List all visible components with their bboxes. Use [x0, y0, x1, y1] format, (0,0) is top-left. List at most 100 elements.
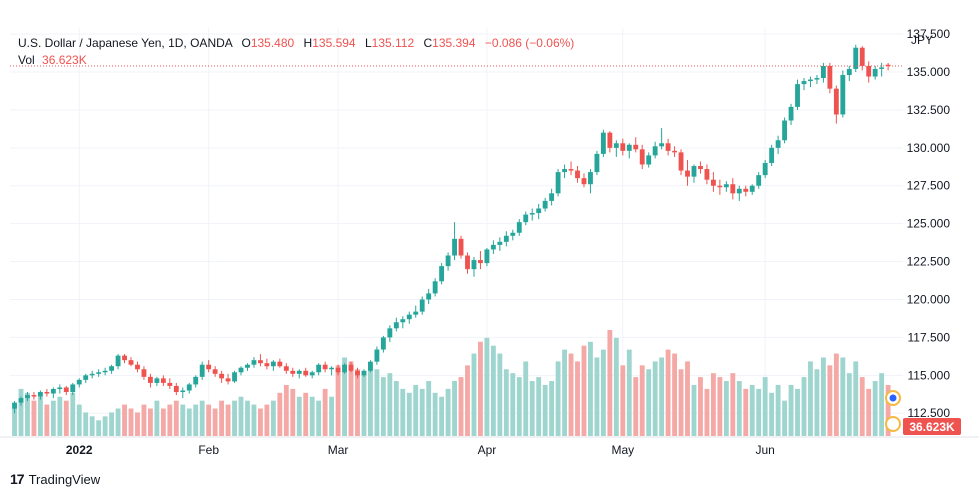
volume-bar [497, 353, 503, 436]
candle-body [180, 390, 186, 393]
volume-bar [833, 353, 839, 436]
x-tick-label: Mar [328, 443, 349, 457]
candle-body [717, 185, 723, 188]
volume-bar [296, 396, 302, 436]
candle-body [173, 385, 179, 393]
volume-bar [245, 400, 250, 436]
volume-badge-label: 36.623K [909, 420, 955, 434]
candle-body [678, 152, 684, 171]
candle-body [102, 370, 108, 373]
candle-body [749, 185, 755, 192]
y-tick-label: 112.500 [908, 406, 951, 420]
candle-body [199, 364, 205, 377]
candle-body [801, 81, 807, 85]
candle-body [691, 166, 697, 177]
candle-body [419, 299, 425, 312]
currency-label: JPY [911, 33, 933, 47]
candle-body [769, 147, 775, 163]
candle-body [833, 88, 839, 115]
candle-body [646, 155, 652, 165]
candle-body [620, 143, 626, 151]
volume-bar [374, 369, 380, 436]
candle-body [368, 361, 373, 371]
y-tick-label: 115.000 [908, 368, 951, 382]
volume-bar [866, 388, 872, 436]
volume-bar [516, 377, 522, 436]
volume-bar [769, 392, 775, 436]
candle-body [400, 319, 406, 323]
volume-bar [70, 392, 76, 436]
candle-body [478, 260, 483, 264]
candle-body [322, 364, 328, 370]
candle-body [186, 384, 192, 391]
tradingview-logo-icon: 17 [10, 471, 25, 487]
volume-bar [646, 369, 652, 436]
volume-bar [529, 381, 535, 436]
candle-body [497, 241, 503, 245]
volume-bar [691, 384, 697, 436]
candle-body [626, 144, 632, 151]
volume-bar [128, 408, 134, 436]
volume-bar [76, 404, 82, 436]
candle-body [600, 132, 606, 154]
volume-bar [135, 412, 140, 436]
volume-bar [775, 384, 781, 436]
candle-body [329, 367, 335, 370]
volume-bar [665, 349, 671, 436]
candle-body [89, 373, 95, 376]
candle-body [63, 387, 69, 393]
volume-bar [225, 404, 231, 436]
candle-body [232, 372, 237, 382]
volume-bar [238, 396, 244, 436]
candle-body [160, 378, 166, 383]
volume-bar [37, 396, 43, 436]
candle-body [698, 166, 703, 170]
candle-body [348, 364, 354, 371]
candle-body [128, 360, 134, 365]
volume-bar [83, 412, 89, 436]
volume-bar [50, 400, 56, 436]
candle-body [141, 369, 147, 377]
candle-body [484, 249, 490, 264]
candle-body [264, 363, 270, 367]
volume-label: Vol [18, 53, 35, 67]
candle-body [115, 355, 121, 367]
symbol-title: U.S. Dollar / Japanese Yen, 1D, OANDA [18, 36, 233, 50]
candle-body [18, 398, 24, 403]
candle-body [109, 366, 115, 371]
volume-bar [180, 404, 186, 436]
candle-body [704, 169, 710, 180]
volume-bar [698, 377, 703, 436]
y-tick-label: 135.000 [907, 65, 951, 79]
tradingview-name: TradingView [28, 471, 101, 487]
volume-bar [840, 357, 846, 436]
volume-bar [290, 388, 296, 436]
volume-bar [89, 416, 95, 436]
change-value: −0.086 (−0.06%) [484, 36, 575, 50]
volume-bar [568, 353, 574, 436]
candle-body [57, 387, 63, 389]
candle-body [238, 367, 244, 373]
candle-body [503, 235, 509, 242]
volume-bar [710, 373, 716, 436]
volume-bar [536, 377, 542, 436]
volume-bar [18, 388, 24, 436]
candle-body [710, 179, 716, 186]
volume-bar [264, 404, 270, 436]
volume-bar [626, 349, 632, 436]
tradingview-branding[interactable]: 17 TradingView [10, 471, 100, 487]
volume-bar [406, 392, 412, 436]
y-tick-label: 120.000 [907, 292, 951, 306]
candle-body [76, 379, 82, 385]
y-tick-label: 130.000 [907, 141, 951, 155]
volume-bar [368, 365, 373, 436]
candle-body [387, 328, 393, 338]
volume-bar [387, 373, 393, 436]
volume-bar [393, 381, 399, 436]
candle-body [788, 106, 794, 121]
volume-bar [782, 400, 788, 436]
candle-body [872, 68, 878, 77]
candle-body [665, 143, 671, 151]
